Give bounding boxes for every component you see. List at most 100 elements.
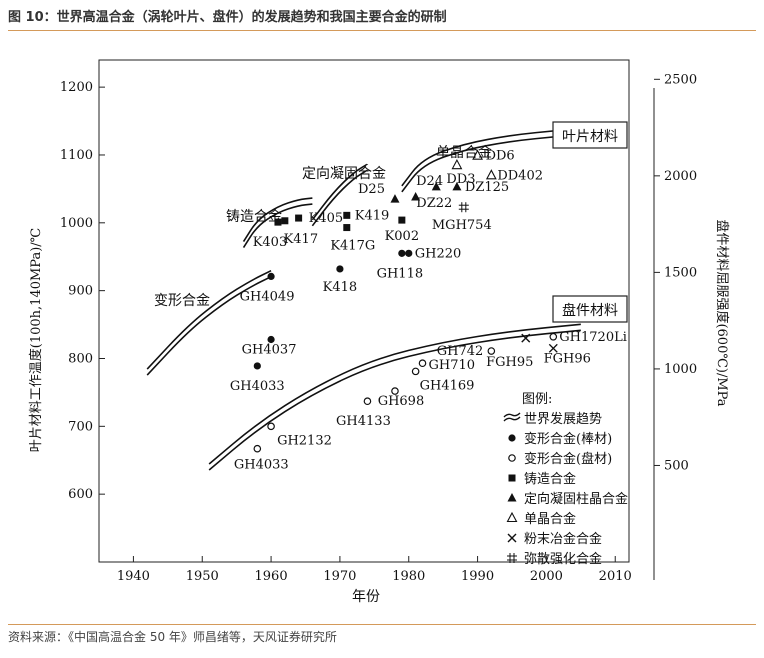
y-left-axis-title: 叶片材料工作温度(100h,140MPa)/℃ bbox=[28, 228, 44, 452]
data-label-k403: K403 bbox=[253, 235, 288, 250]
legend-marker-trend-stroke bbox=[503, 412, 521, 418]
data-point-d25 bbox=[390, 194, 400, 203]
y-right-tick-label: 500 bbox=[664, 458, 689, 473]
data-point-gh698 bbox=[391, 387, 399, 395]
data-point-gh4169 bbox=[411, 367, 420, 376]
data-label-gh4049: GH4049 bbox=[240, 289, 295, 304]
data-point-gh220 bbox=[405, 249, 413, 257]
legend-marker-trend bbox=[503, 412, 521, 422]
y-left-tick-label: 900 bbox=[68, 284, 93, 299]
legend-item-label: 定向凝固柱晶合金 bbox=[524, 491, 628, 507]
data-point-k419 bbox=[343, 211, 351, 219]
data-point-gh118 bbox=[398, 249, 406, 257]
data-point-dz125 bbox=[452, 181, 462, 191]
data-label-fgh95: FGH95 bbox=[486, 355, 533, 370]
x-tick-label: 2010 bbox=[599, 569, 632, 584]
x-tick-label: 1980 bbox=[392, 569, 425, 584]
source-note: 资料来源：《中国高温合金 50 年》师昌绪等，天风证券研究所 bbox=[8, 630, 337, 644]
data-label-gh698: GH698 bbox=[378, 394, 425, 409]
data-label-k405: K405 bbox=[309, 211, 344, 226]
data-label-k418: K418 bbox=[323, 280, 358, 295]
data-point-gh2132 bbox=[267, 422, 275, 431]
figure-header: 图 10：世界高温合金（涡轮叶片、盘件）的发展趋势和我国主要合金的研制 bbox=[8, 6, 756, 28]
data-point-gh1720li bbox=[549, 332, 558, 341]
data-label-dd3: DD3 bbox=[446, 172, 475, 187]
y-left-tick-label: 800 bbox=[68, 351, 93, 366]
disc-box bbox=[552, 295, 628, 323]
trend-curve-cast-inner bbox=[242, 203, 313, 248]
data-point-k417g bbox=[343, 224, 351, 232]
disc-box-label: 盘件材料 bbox=[562, 302, 618, 319]
data-point-k403 bbox=[274, 218, 282, 226]
y-left-tick-label: 1000 bbox=[60, 216, 93, 231]
data-point-fgh95-stroke bbox=[521, 333, 531, 343]
x-tick-label: 1970 bbox=[323, 569, 356, 584]
data-point-gh4033 bbox=[253, 362, 261, 370]
data-label-dd6: DD6 bbox=[486, 149, 515, 164]
x-tick-label: 1940 bbox=[117, 569, 150, 584]
data-label-fgh96: FGH96 bbox=[544, 351, 591, 366]
y-right-axis-title: 盘件材料屈服强度(600℃)/MPa bbox=[714, 219, 730, 406]
trend-curve-disc-inner bbox=[208, 329, 581, 471]
data-label-dz22: DZ22 bbox=[416, 196, 452, 211]
legend-item-label: 世界发展趋势 bbox=[524, 411, 602, 427]
legend-title: 图例: bbox=[522, 392, 552, 407]
trend-curve-ds bbox=[311, 163, 368, 221]
y-left-tick-label: 700 bbox=[68, 419, 93, 434]
data-point-gh4037 bbox=[267, 335, 275, 344]
data-label-gh710: GH710 bbox=[429, 358, 476, 373]
figure-title: 图 10：世界高温合金（涡轮叶片、盘件）的发展趋势和我国主要合金的研制 bbox=[8, 10, 447, 25]
data-point-dd6 bbox=[472, 149, 483, 160]
blade-box-label: 叶片材料 bbox=[562, 129, 618, 145]
data-point-gh742 bbox=[487, 347, 496, 355]
data-label-k002: K002 bbox=[385, 229, 420, 244]
data-label-gh742: GH742 bbox=[437, 344, 484, 359]
trend-curve-ds-inner bbox=[311, 169, 368, 227]
data-label-gh4133: GH4133 bbox=[336, 414, 391, 429]
legend-marker-filled-triangle bbox=[507, 493, 517, 502]
trend-curve-disc bbox=[208, 323, 581, 465]
y-left-tick-label: 1200 bbox=[60, 80, 93, 95]
header-rule bbox=[8, 30, 756, 31]
x-tick-label: 1960 bbox=[255, 569, 288, 584]
data-point-fgh96 bbox=[548, 343, 558, 353]
trend-curve-wrought bbox=[146, 269, 272, 370]
data-label-gh1720li: GH1720Li bbox=[559, 330, 627, 345]
data-point-gh710 bbox=[418, 359, 427, 368]
data-point-k405 bbox=[295, 214, 303, 222]
trend-curve-cast bbox=[242, 197, 313, 242]
legend-item-label: 单晶合金 bbox=[524, 511, 576, 527]
data-point-fgh95 bbox=[521, 333, 531, 343]
data-point-mgh754 bbox=[458, 202, 469, 213]
data-label-gh4033: GH4033 bbox=[230, 379, 285, 394]
data-point-d24 bbox=[411, 192, 421, 201]
legend-marker-filled-circle bbox=[508, 434, 516, 442]
data-label-gh2132: GH2132 bbox=[277, 433, 332, 448]
data-point-gh4049 bbox=[267, 272, 275, 281]
chart-svg: 1940 1950 1960 1970 1980 1990 2000 2010 600 700 80… bbox=[28, 59, 730, 605]
data-label-d24: D24 bbox=[416, 174, 443, 189]
y-right-tick-label: 2000 bbox=[664, 169, 697, 184]
data-label-d25: D25 bbox=[358, 182, 385, 197]
data-point-dd402 bbox=[485, 169, 497, 180]
data-label-k419: K419 bbox=[355, 208, 390, 223]
legend-marker-open-triangle bbox=[506, 511, 518, 523]
data-label-mgh754: MGH754 bbox=[432, 218, 492, 233]
curve-label-wrought: 变形合金 bbox=[154, 293, 210, 309]
legend-item-label: 铸造合金 bbox=[524, 471, 576, 487]
data-point-k418 bbox=[336, 265, 344, 273]
data-label-dd402: DD402 bbox=[497, 168, 543, 183]
legend-item-label: 变形合金(盘材) bbox=[524, 451, 612, 467]
data-point-k002 bbox=[398, 216, 406, 224]
legend-marker-cross-stroke bbox=[507, 533, 517, 543]
data-label-gh4037: GH4037 bbox=[242, 342, 297, 357]
legend-item-label: 粉末冶金合金 bbox=[524, 531, 602, 547]
y-left-tick-label: 600 bbox=[68, 487, 93, 502]
legend-marker-trend-stroke bbox=[503, 416, 521, 422]
y-right-tick-label: 2500 bbox=[664, 72, 697, 87]
legend-marker-open-circle bbox=[508, 454, 516, 462]
legend-item-label: 变形合金(棒材) bbox=[524, 431, 612, 447]
y-right-tick-label: 1000 bbox=[664, 362, 697, 377]
data-point-gh4133 bbox=[363, 397, 372, 406]
